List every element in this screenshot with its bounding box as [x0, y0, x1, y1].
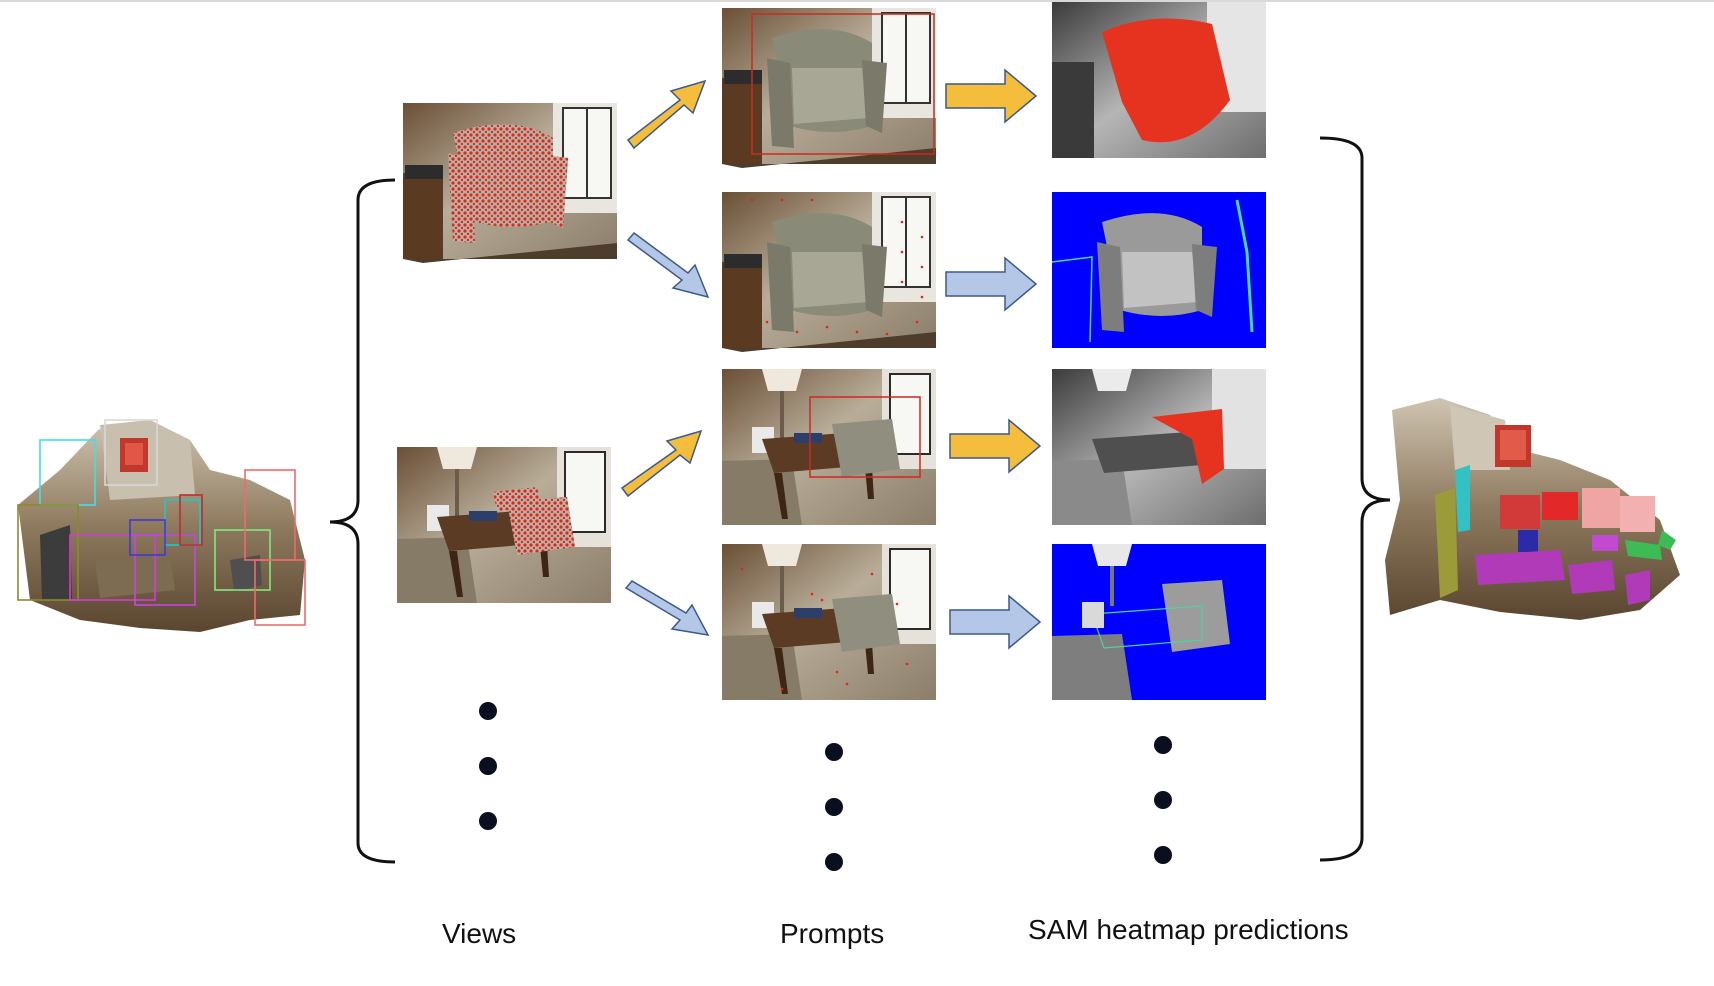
prompt-image-box-2	[721, 368, 937, 526]
top-border	[0, 0, 1714, 2]
views-label: Views	[442, 918, 517, 949]
views-ellipsis	[479, 702, 497, 830]
arrow-view-to-point-prompt-2	[624, 580, 710, 636]
sam-heatmap-blue-1	[1051, 192, 1266, 348]
output-segmented-3d-scene	[1385, 398, 1680, 620]
arrow-prompt-to-sam-3	[949, 418, 1042, 474]
prompts-label: Prompts	[780, 918, 885, 949]
prompt-image-points-1	[721, 191, 937, 353]
prompts-ellipsis	[825, 743, 843, 871]
sam-ellipsis	[1154, 736, 1172, 864]
arrow-prompt-to-sam-1	[945, 68, 1038, 124]
view-image-chair	[402, 102, 618, 264]
arrow-prompt-to-sam-4	[949, 594, 1042, 650]
sam-heatmap-predictions-label: SAM heatmap predictions	[1028, 914, 1349, 945]
arrow-view-to-box-prompt-1	[626, 79, 707, 150]
prompt-image-points-2	[721, 543, 937, 701]
arrow-view-to-point-prompt-1	[626, 231, 710, 299]
right-brace	[1319, 136, 1391, 862]
sam-heatmap-red-1	[1052, 2, 1266, 158]
arrow-prompt-to-sam-2	[945, 256, 1038, 312]
prompt-image-box-1	[721, 7, 937, 169]
sam-heatmap-blue-2	[1052, 544, 1266, 700]
input-3d-scene	[17, 419, 306, 632]
arrow-view-to-box-prompt-2	[620, 429, 703, 498]
left-brace	[329, 178, 396, 864]
view-image-room	[396, 446, 612, 604]
sam-heatmap-red-2	[1052, 369, 1266, 525]
